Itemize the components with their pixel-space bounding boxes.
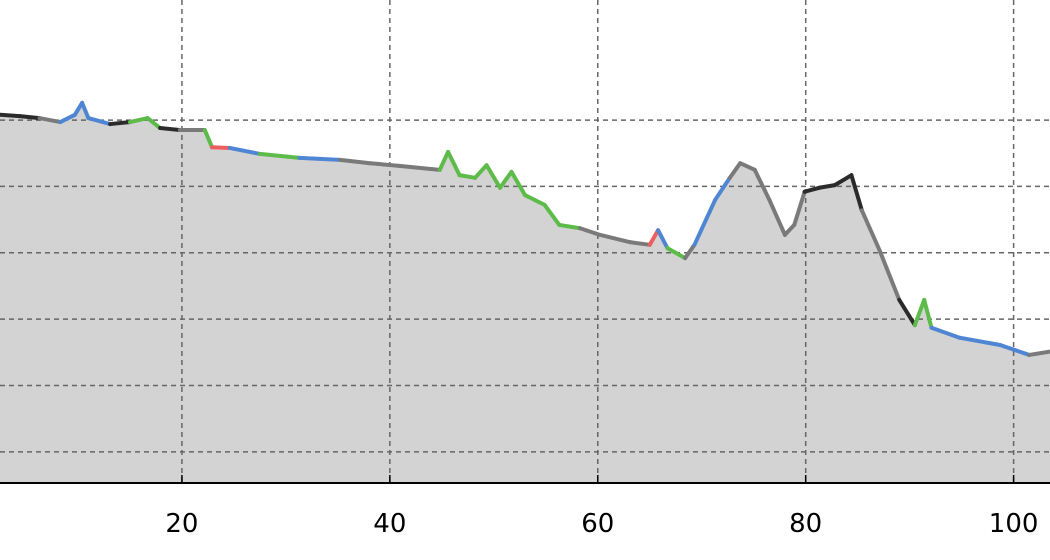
elevation-segment [80,100,91,121]
elevation-segment [665,246,688,261]
elevation-segment [752,167,772,202]
x-tick-label: 100 [989,509,1039,539]
elevation-segment [145,116,163,131]
elevation-segment [158,126,182,133]
elevation-segment [457,173,478,180]
x-tick-label: 40 [373,509,406,539]
elevation-segment [727,161,743,180]
elevation-segment [446,149,462,178]
elevation-segment [597,232,632,245]
elevation-segment [108,120,132,127]
elevation-segment [37,116,63,125]
elevation-segment [523,193,547,208]
elevation-line [0,100,1050,357]
elevation-segment [542,203,562,227]
elevation-segment [473,163,489,180]
elevation-segment [509,169,527,198]
elevation-segment [692,197,718,247]
grid [0,0,1050,483]
elevation-segment [877,248,902,302]
elevation-segment [297,155,342,162]
x-ticks: 20 40 60 80 100 [165,475,1038,539]
elevation-segment [656,228,670,251]
elevation-segment [929,325,962,340]
elevation-segment [58,112,77,125]
elevation-segment [0,112,22,119]
elevation-segment [713,175,732,202]
elevation-segment [957,335,1003,347]
elevation-segment [802,185,822,194]
elevation-segment [368,161,402,168]
elevation-segment [397,163,442,172]
elevation-segment [767,197,787,237]
elevation-segment [859,208,882,253]
elevation-segment [922,297,934,330]
x-tick-label: 60 [581,509,614,539]
elevation-segment [832,173,854,188]
elevation-segment [912,297,927,328]
elevation-segment [1027,349,1050,357]
elevation-segment [897,297,917,328]
elevation-segment [738,161,757,172]
elevation-segment [127,116,150,125]
elevation-segment [484,163,503,190]
elevation-segment [17,114,42,121]
elevation-segment [337,157,373,166]
elevation-segment [647,228,661,247]
elevation-segment [557,222,583,231]
elevation-segment [782,222,797,237]
elevation-fill [0,102,1050,483]
elevation-segment [227,145,262,156]
elevation-segment [792,189,807,227]
elevation-segment [628,240,652,247]
x-tick-label: 80 [789,509,822,539]
elevation-segment [498,169,514,190]
elevation-segment [817,183,837,190]
x-tick-label: 20 [165,509,198,539]
elevation-segment [86,116,113,127]
elevation-segment [257,151,302,160]
elevation-segment [437,149,451,172]
elevation-segment [202,128,215,150]
elevation-segment [849,173,864,213]
elevation-segment [210,145,232,150]
elevation-segment [578,226,602,237]
elevation-segment [683,242,697,261]
elevation-segment [998,343,1032,357]
